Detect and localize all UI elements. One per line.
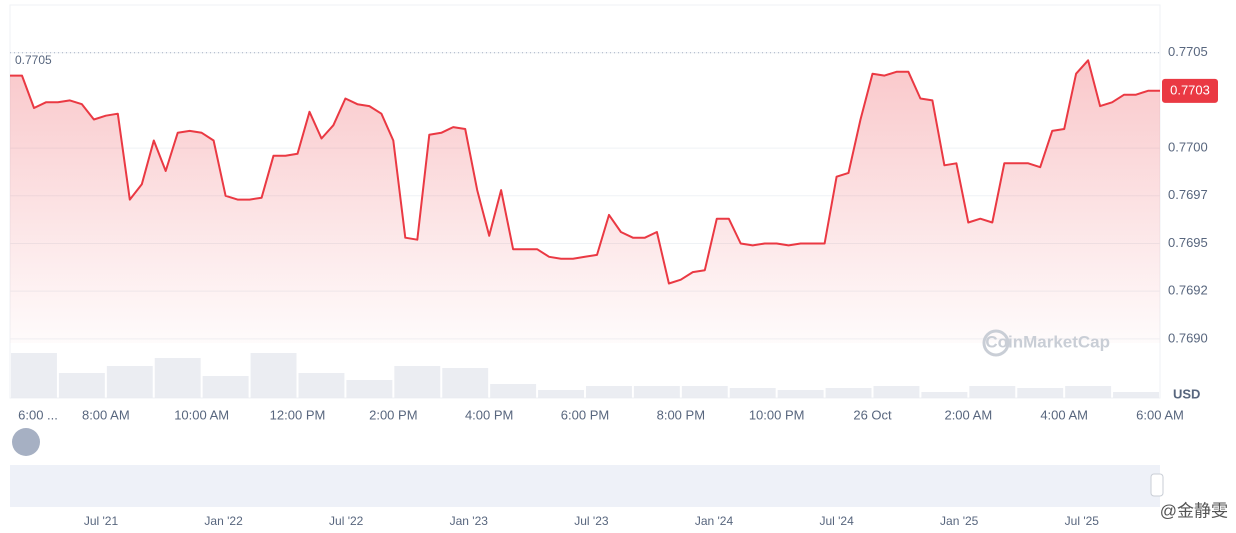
x-tick-label: 12:00 PM	[270, 407, 326, 422]
volume-bar	[921, 392, 968, 398]
volume-bar	[586, 386, 632, 398]
x-tick-label: 6:00 PM	[561, 407, 609, 422]
volume-bar	[154, 358, 201, 398]
y-tick-label: 0.7692	[1168, 283, 1208, 298]
x-tick-label: 2:00 PM	[369, 407, 417, 422]
navigator-label: Jul '25	[1065, 514, 1100, 528]
volume-bar	[969, 386, 1016, 398]
volume	[11, 353, 1159, 398]
y-tick-label: 0.7695	[1168, 235, 1208, 250]
navigator[interactable]	[10, 465, 1160, 507]
line	[10, 59, 1160, 285]
volume-bar	[633, 386, 680, 398]
x-tick-label: 10:00 AM	[174, 407, 229, 422]
navigator-handle[interactable]	[1150, 473, 1164, 497]
volume-bar	[1017, 388, 1064, 398]
navigator-label: Jan '25	[940, 514, 979, 528]
volume-bar	[538, 390, 584, 398]
price-tag	[1162, 78, 1218, 103]
x-tick-label: 4:00 PM	[465, 407, 513, 422]
volume-bar	[1065, 386, 1112, 398]
navigator-label: Jul '24	[819, 514, 854, 528]
x-tick-label: 8:00 AM	[82, 407, 130, 422]
area	[10, 60, 1160, 344]
plot: 0.7703	[10, 59, 1218, 344]
volume-bar	[11, 353, 57, 398]
volume-bar	[490, 384, 537, 398]
navigator-label: Jan '22	[204, 514, 243, 528]
volume-bar	[202, 376, 249, 398]
x-tick-label: 26 Oct	[853, 407, 892, 422]
volume-bar	[729, 388, 776, 398]
navigator-label: Jul '21	[84, 514, 119, 528]
volume-bar	[1113, 392, 1159, 398]
watermark: CoinMarketCap	[985, 332, 1110, 351]
y-tick-label: 0.7705	[1168, 44, 1208, 59]
navigator-label: Jan '24	[695, 514, 734, 528]
volume-bar	[250, 353, 297, 398]
navigator-labels: Jul '21 Jan '22 Jul '22 Jan '23 Jul '23 Jan '…	[84, 514, 1099, 528]
volume-bar	[442, 368, 489, 398]
volume-bar	[394, 366, 441, 398]
navigator-label: Jul '23	[574, 514, 609, 528]
y-tick-label: 0.7700	[1168, 140, 1208, 155]
history-button[interactable]	[12, 428, 40, 456]
x-tick-label: 4:00 AM	[1040, 407, 1088, 422]
volume-bar	[106, 366, 153, 398]
volume-bar	[681, 386, 728, 398]
volume-bar	[873, 386, 920, 398]
navigator-label: Jul '22	[329, 514, 364, 528]
price-tag-label: 0.7703	[1170, 82, 1210, 97]
credit: @金静雯	[1160, 501, 1228, 520]
watermark-logo	[982, 329, 1010, 357]
x-tick-label: 6:00 AM	[1136, 407, 1184, 422]
x-tick-label: 2:00 AM	[944, 407, 992, 422]
y-tick-label: 0.7697	[1168, 187, 1208, 202]
navigator-label: Jan '23	[450, 514, 489, 528]
high-label: 0.7705	[15, 53, 52, 67]
volume-bar	[58, 373, 105, 398]
currency-label: USD	[1173, 386, 1200, 401]
volume-bar	[777, 390, 824, 398]
volume-bar	[825, 388, 872, 398]
y-tick-label: 0.7690	[1168, 330, 1208, 345]
volume-bar	[346, 380, 393, 398]
x-tick-label: 8:00 PM	[657, 407, 705, 422]
x-tick-label: 6:00 ...	[18, 407, 58, 422]
x-tick-label: 10:00 PM	[749, 407, 805, 422]
volume-bar	[298, 373, 345, 398]
